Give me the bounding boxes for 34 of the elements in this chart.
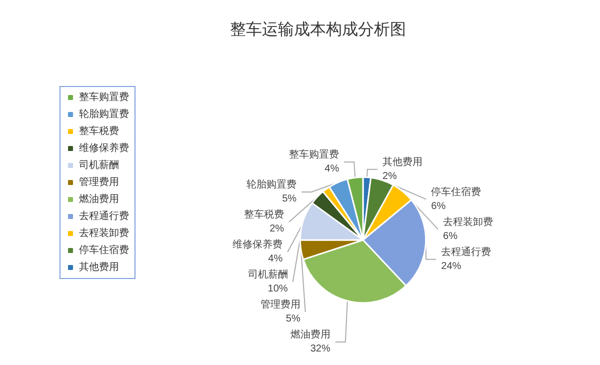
data-label: 10% (268, 284, 288, 294)
slice-label: 停车住宿费 (431, 186, 482, 198)
legend-label: 司机薪酬 (79, 159, 119, 171)
data-label: 5% (282, 194, 297, 204)
chart-title: 整车运输成本构成分析图 (230, 20, 406, 38)
legend-label: 管理费用 (79, 176, 119, 188)
data-label: 6% (443, 230, 458, 242)
legend-label: 去程装卸费 (79, 227, 129, 239)
slice-label: 维修保养费 (232, 238, 283, 250)
slice-label: 其他费用 (382, 156, 422, 168)
slice-label: 整车税费 (244, 208, 284, 220)
data-label: 4% (324, 164, 340, 174)
slice-label: 管理费用 (260, 298, 300, 310)
slice-label: 去程装卸费 (443, 216, 494, 228)
legend-label: 停车住宿费 (79, 244, 129, 256)
data-label: 2% (382, 170, 398, 182)
data-label: 32% (310, 344, 330, 354)
slice-label: 整车购置费 (289, 148, 340, 160)
legend-label: 整车税费 (79, 125, 119, 137)
legend-label: 轮胎购置费 (79, 108, 129, 120)
data-label: 24% (441, 260, 462, 272)
legend-label: 燃油费用 (79, 193, 119, 205)
legend-label: 维修保养费 (79, 142, 129, 154)
slice-label: 司机薪酬 (248, 268, 288, 280)
legend-label: 其他费用 (79, 261, 119, 273)
data-label: 2% (270, 224, 284, 234)
slice-label: 燃油费用 (290, 328, 330, 340)
slice-label: 去程通行费 (441, 246, 492, 258)
data-label: 6% (431, 200, 446, 212)
data-label: 5% (286, 314, 300, 324)
slice-label: 轮胎购置费 (246, 178, 297, 190)
legend-label: 去程通行费 (79, 210, 129, 222)
data-label: 4% (268, 254, 283, 264)
legend-label: 整车购置费 (79, 91, 129, 103)
